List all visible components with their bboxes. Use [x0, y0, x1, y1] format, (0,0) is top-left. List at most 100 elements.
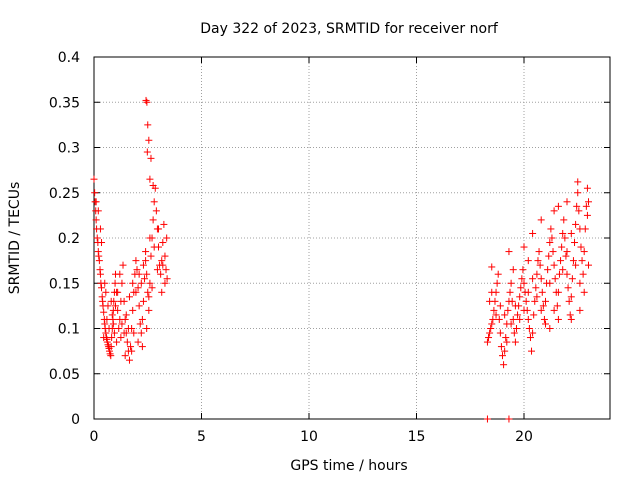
data-point: [540, 315, 548, 323]
data-point: [495, 315, 503, 323]
data-point: [581, 225, 589, 233]
data-point: [524, 288, 532, 296]
x-axis-title: GPS time / hours: [290, 458, 407, 474]
data-point: [127, 343, 135, 351]
data-point: [501, 311, 509, 319]
data-point: [124, 325, 132, 332]
data-point: [102, 329, 110, 337]
data-point: [91, 189, 99, 197]
data-point: [539, 302, 547, 310]
data-point: [509, 315, 517, 323]
data-point: [123, 338, 131, 346]
data-point: [487, 325, 495, 332]
data-point: [516, 315, 524, 323]
data-point: [157, 270, 165, 278]
data-point: [520, 306, 528, 314]
data-point: [94, 207, 102, 215]
data-point: [143, 270, 151, 278]
data-point: [568, 275, 576, 283]
data-point: [92, 216, 100, 224]
data-point: [558, 243, 566, 251]
data-point: [519, 266, 527, 274]
data-point: [112, 302, 119, 310]
x-tick-label: 20: [515, 429, 533, 445]
data-point: [143, 325, 151, 332]
data-point: [144, 288, 152, 296]
data-point: [153, 266, 161, 274]
data-point: [550, 306, 558, 314]
data-point: [547, 225, 555, 233]
data-point: [585, 261, 592, 269]
data-point: [580, 248, 588, 256]
data-point: [146, 279, 154, 287]
data-point: [159, 239, 167, 247]
data-point: [559, 266, 567, 274]
data-point: [550, 261, 558, 269]
data-point: [96, 270, 104, 278]
data-point: [145, 293, 153, 301]
data-point: [560, 216, 568, 224]
data-point: [567, 315, 575, 323]
data-point: [536, 261, 544, 269]
data-point: [118, 279, 126, 287]
data-point: [507, 320, 515, 328]
data-point: [489, 315, 497, 323]
data-point: [573, 202, 581, 210]
data-point: [114, 306, 122, 314]
y-tick-label: 0.05: [49, 367, 80, 383]
data-point: [117, 334, 125, 342]
data-point: [496, 302, 504, 310]
data-point: [571, 239, 579, 247]
data-point: [503, 338, 511, 346]
data-point: [511, 338, 519, 346]
data-point: [566, 311, 574, 319]
data-point: [554, 288, 562, 296]
data-point: [147, 252, 155, 260]
data-point: [101, 279, 109, 287]
data-point: [152, 207, 160, 215]
data-point: [145, 136, 153, 144]
data-point: [128, 347, 136, 355]
data-point: [579, 270, 587, 278]
data-point: [542, 320, 549, 328]
data-point: [116, 270, 124, 278]
data-point: [92, 198, 100, 206]
data-point: [137, 329, 145, 337]
data-point: [535, 248, 543, 256]
data-point: [104, 341, 112, 349]
data-point: [508, 297, 516, 305]
data-point: [507, 279, 515, 287]
data-point: [150, 243, 158, 251]
data-point: [107, 297, 115, 305]
y-tick-label: 0.1: [58, 322, 80, 338]
data-point: [486, 329, 494, 337]
y-tick-label: 0.2: [58, 231, 80, 247]
data-point: [522, 297, 530, 305]
data-point: [533, 270, 541, 278]
data-point: [111, 279, 119, 287]
data-point: [132, 288, 140, 296]
data-point: [96, 225, 104, 233]
data-point: [104, 302, 112, 310]
data-point: [142, 257, 150, 265]
data-point: [107, 343, 115, 351]
data-point: [504, 306, 512, 314]
data-point: [120, 297, 128, 305]
data-point: [512, 325, 520, 332]
data-point: [108, 311, 116, 319]
data-point: [100, 334, 108, 342]
data-point: [555, 270, 563, 278]
data-point: [493, 279, 501, 287]
data-point: [100, 308, 108, 316]
data-point: [510, 329, 518, 337]
data-point: [551, 275, 559, 283]
data-point: [544, 266, 552, 274]
data-point: [572, 220, 580, 228]
data-point: [565, 297, 573, 305]
data-point: [130, 329, 138, 337]
data-point: [529, 329, 537, 337]
data-point: [139, 261, 147, 269]
data-point: [105, 325, 113, 332]
data-point: [577, 243, 585, 251]
y-tick-label: 0.15: [49, 276, 80, 292]
